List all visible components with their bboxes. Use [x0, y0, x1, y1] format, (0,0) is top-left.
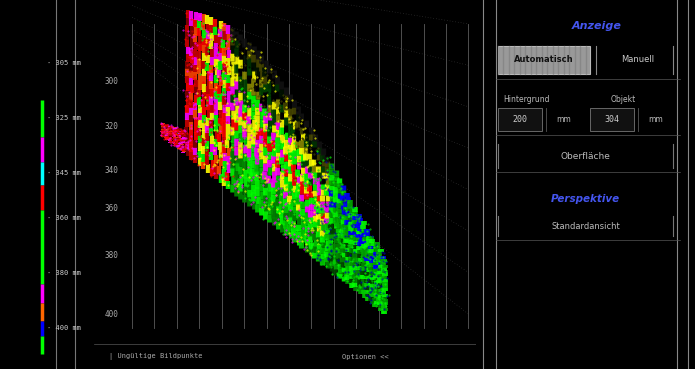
Text: Manuell: Manuell [621, 55, 655, 64]
Text: 380: 380 [105, 252, 119, 261]
Text: Anzeige: Anzeige [571, 21, 621, 31]
Text: · 400 mm: · 400 mm [47, 325, 81, 331]
Text: 200: 200 [512, 115, 528, 124]
FancyBboxPatch shape [590, 108, 634, 131]
FancyBboxPatch shape [498, 46, 590, 74]
Text: Optionen <<: Optionen << [343, 354, 389, 359]
Text: 360: 360 [105, 204, 119, 213]
Text: · 380 mm: · 380 mm [47, 270, 81, 276]
Text: 340: 340 [105, 166, 119, 175]
Text: Oberfläche: Oberfläche [561, 152, 610, 161]
Text: Hintergrund: Hintergrund [503, 95, 550, 104]
Text: Automatisch: Automatisch [514, 55, 574, 64]
Text: mm: mm [648, 115, 663, 124]
Text: | Ungültige Bildpunkte: | Ungültige Bildpunkte [109, 353, 203, 360]
FancyBboxPatch shape [498, 108, 542, 131]
Text: Perspektive: Perspektive [551, 194, 620, 204]
Text: 300: 300 [105, 77, 119, 86]
Text: Standardansicht: Standardansicht [551, 223, 620, 231]
Text: · 325 mm: · 325 mm [47, 115, 81, 121]
Text: · 360 mm: · 360 mm [47, 215, 81, 221]
Text: 304: 304 [605, 115, 619, 124]
Text: Objekt: Objekt [610, 95, 635, 104]
Text: 320: 320 [105, 122, 119, 131]
Text: · 345 mm: · 345 mm [47, 170, 81, 176]
Text: · 305 mm: · 305 mm [47, 60, 81, 66]
Text: mm: mm [556, 115, 571, 124]
Text: 400: 400 [105, 310, 119, 318]
